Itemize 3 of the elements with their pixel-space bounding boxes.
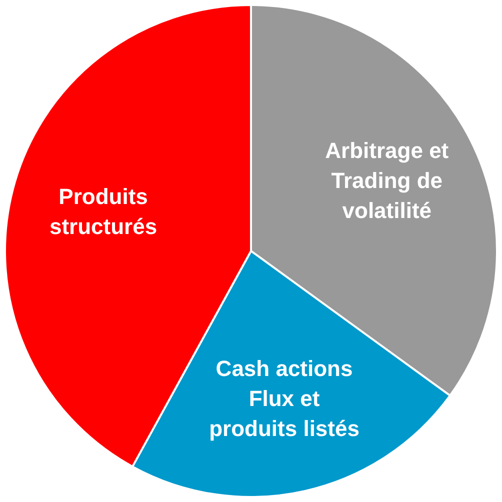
slice-label: Cash actions Flux et produits listés [209,356,360,441]
slice-label: Arbitrage et Trading de volatilité [325,138,450,223]
slice-label: Produits structurés [49,184,158,240]
